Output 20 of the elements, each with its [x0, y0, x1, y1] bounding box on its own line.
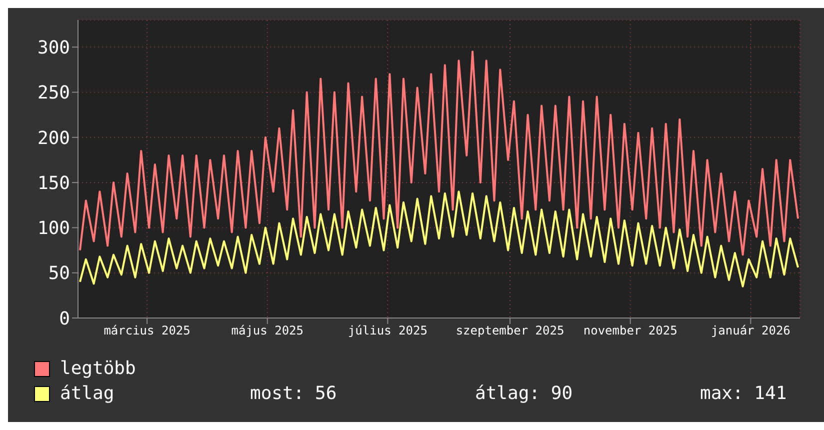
y-tick-label: 150: [37, 172, 70, 194]
text: max: 141: [700, 383, 788, 404]
y-tick-label: 0: [59, 308, 70, 330]
legend-label: legtöbb: [60, 358, 137, 379]
y-tick-label: 250: [37, 82, 70, 104]
x-tick-label: november 2025: [583, 324, 678, 338]
text: most: 56: [250, 383, 338, 404]
y-tick-label: 50: [48, 263, 70, 284]
text: átlag: 90: [475, 383, 574, 404]
x-tick-label: szeptember 2025: [456, 324, 564, 338]
x-tick-label: május 2025: [231, 324, 304, 338]
y-tick-label: 100: [37, 218, 70, 240]
x-tick-label: március 2025: [104, 324, 190, 338]
y-tick-label: 300: [37, 37, 70, 58]
y-tick-label: 200: [37, 128, 70, 149]
x-tick-label: január 2026: [710, 324, 790, 338]
x-tick-label: július 2025: [348, 324, 428, 338]
legend-label: átlag: [60, 383, 116, 404]
line-series: [78, 50, 800, 256]
line-series: [78, 190, 800, 288]
